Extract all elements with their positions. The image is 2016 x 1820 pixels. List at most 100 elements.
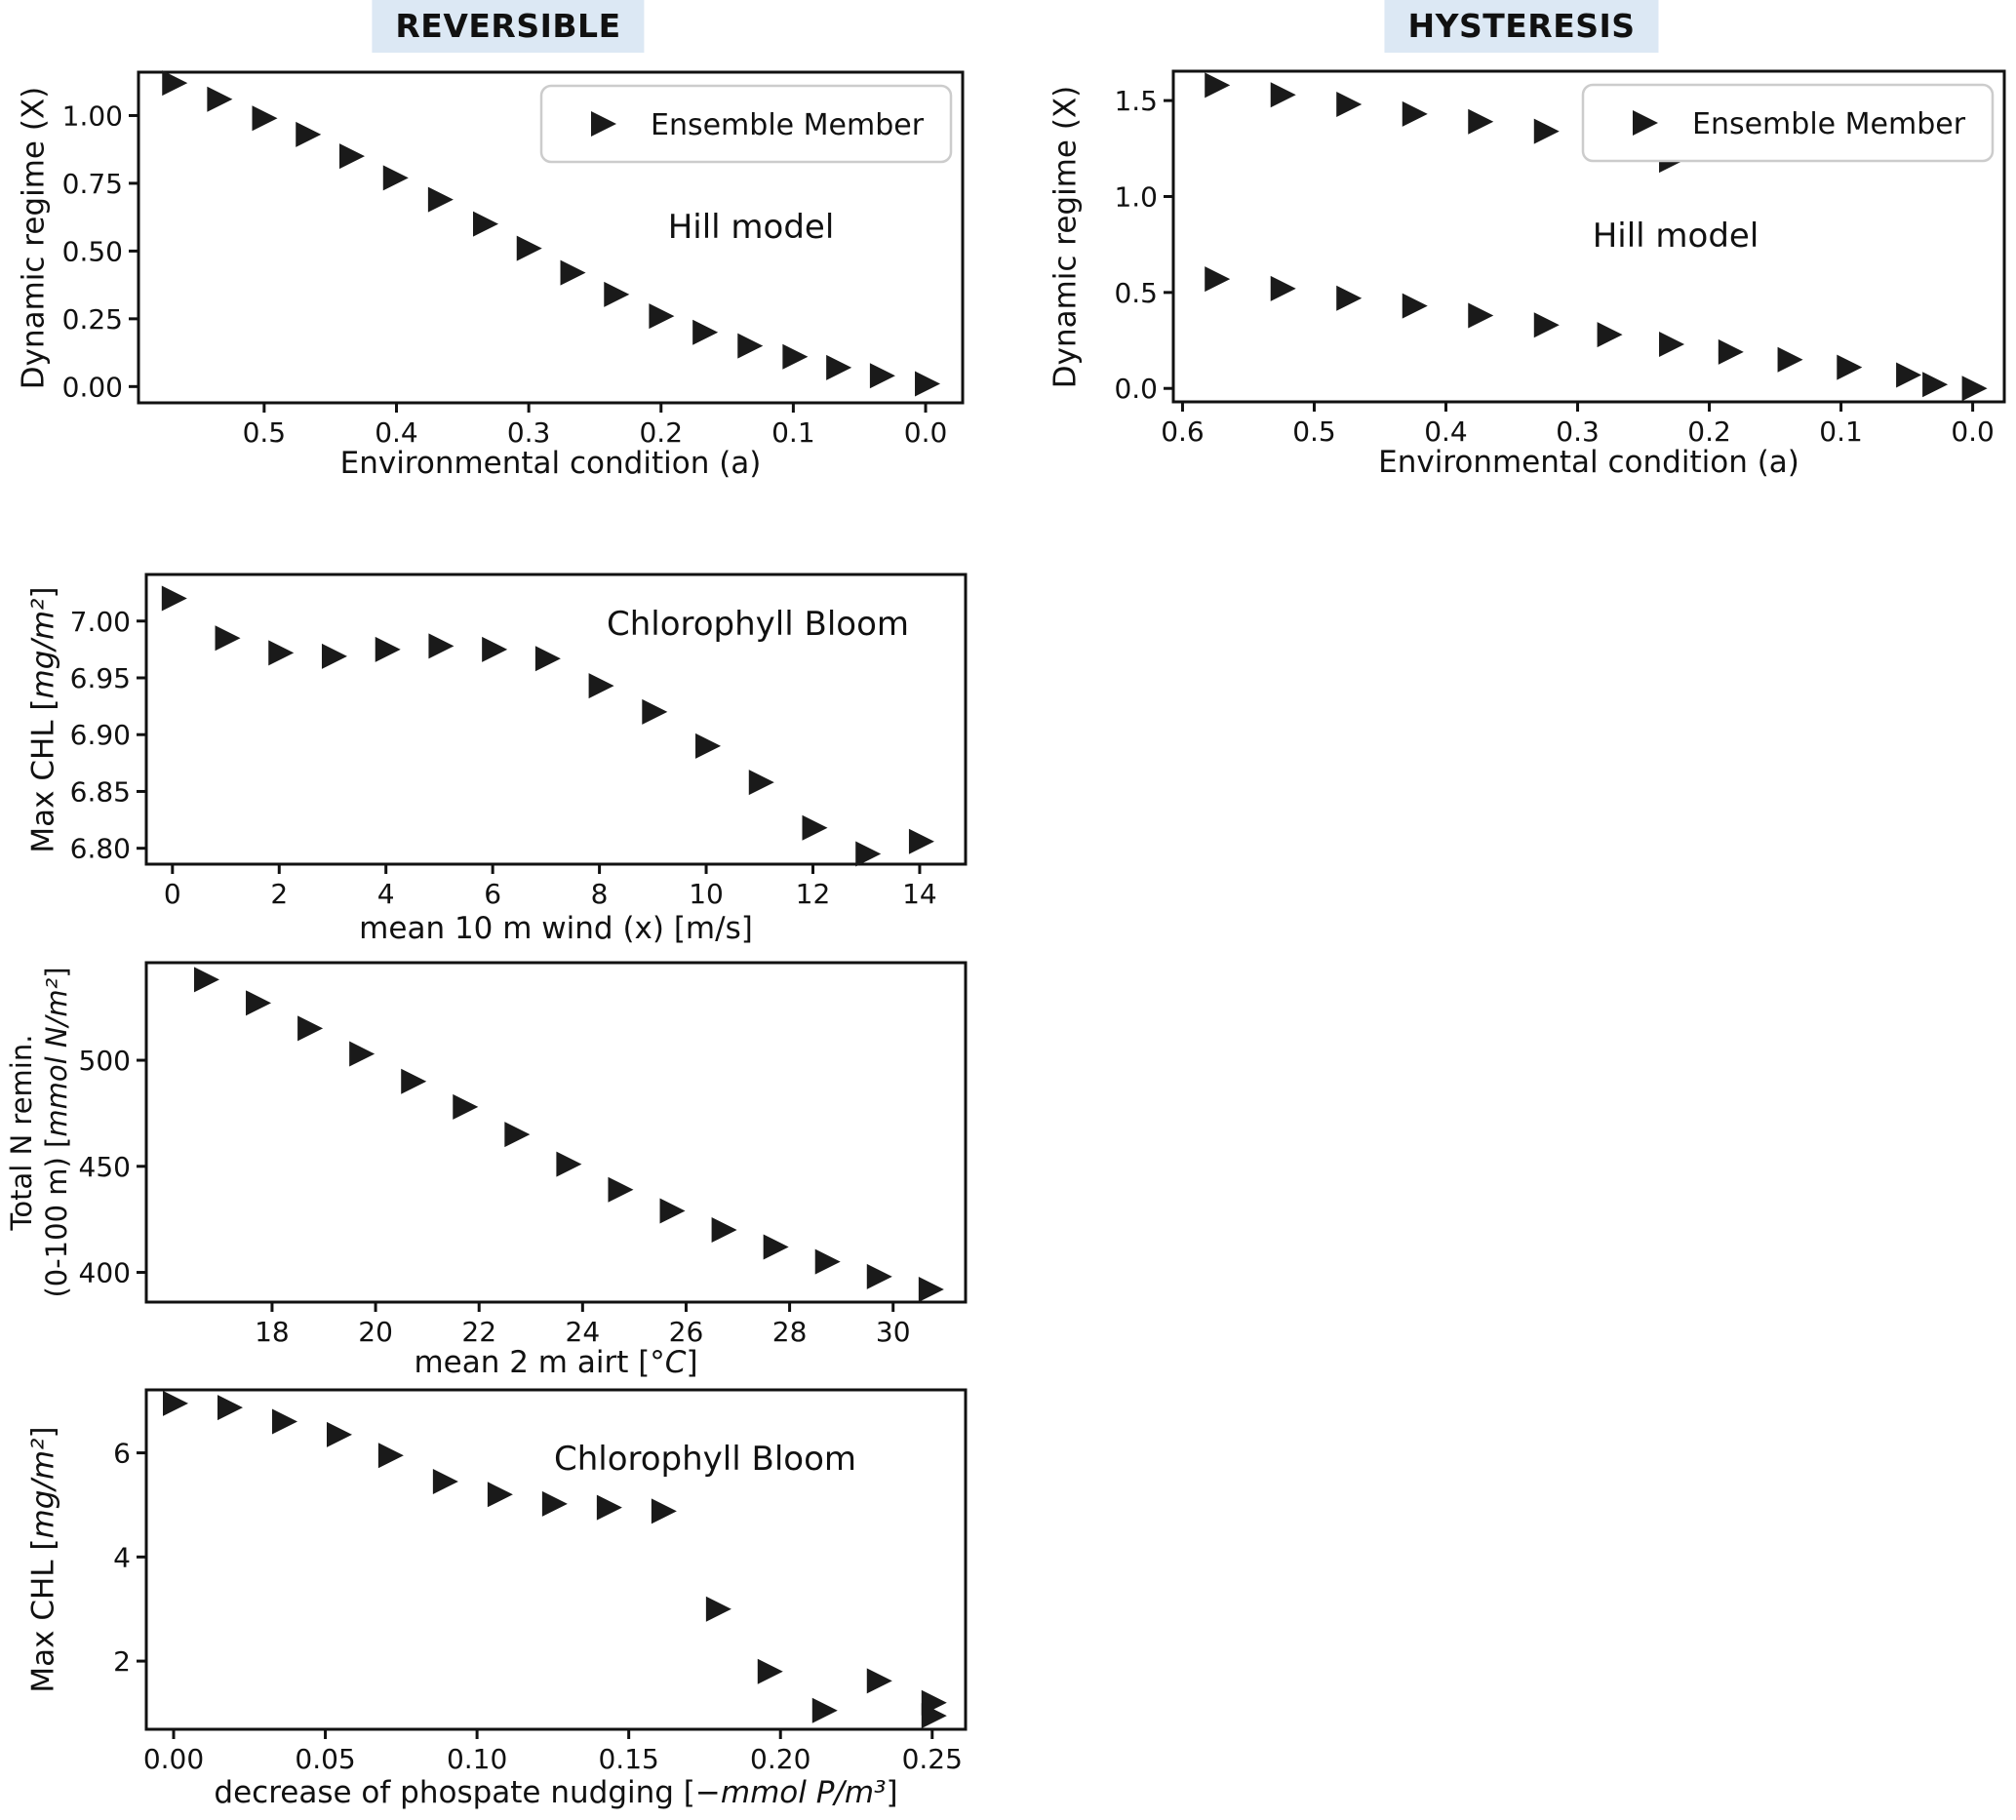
y-tick-label: 0.75 <box>62 168 123 200</box>
ensemble-marker <box>1402 293 1428 319</box>
x-tick-label: 8 <box>591 878 609 910</box>
x-tick-label: 0.3 <box>507 416 551 449</box>
ensemble-marker <box>659 1198 686 1224</box>
axes-hill-hysteresis: 0.6 0.5 0.4 0.3 0.2 0.1 0.0 1.5 1.0 0.5 0.0 Ensembl… <box>1114 69 2006 448</box>
ensemble-marker <box>207 86 233 112</box>
plot-n-remin-airt: 18 20 22 24 26 28 30 500 450 400 Total N remin. (… <box>5 961 968 1380</box>
y-tick-label: 1.00 <box>62 99 123 132</box>
y-tick-label: 1.5 <box>1114 85 1158 117</box>
x-tick-label: 0.05 <box>295 1743 355 1775</box>
ensemble-marker <box>193 967 219 993</box>
x-axis-label: Environmental condition (a) <box>1378 445 1799 480</box>
ensemble-marker <box>1922 372 1949 398</box>
ensemble-marker <box>1837 354 1863 380</box>
x-tick-label: 24 <box>566 1316 601 1348</box>
x-tick-label: 18 <box>255 1316 290 1348</box>
ensemble-marker <box>1468 108 1494 135</box>
x-tick-label: 4 <box>377 878 395 910</box>
legend-box <box>539 84 953 164</box>
ensemble-marker <box>268 640 295 666</box>
ensemble-marker <box>297 1015 324 1042</box>
ensemble-marker <box>401 1068 427 1094</box>
y-tick-label: 0.00 <box>62 371 123 403</box>
ensemble-marker <box>1777 346 1803 373</box>
x-axis-label: mean 2 m airt [°C] <box>414 1345 698 1380</box>
y-axis-label-line: (0-100 m) [mmol N/m²] <box>40 967 73 1298</box>
ensemble-marker <box>642 698 668 725</box>
ensemble-marker <box>161 585 187 612</box>
ensemble-marker <box>349 1041 376 1067</box>
ensemble-marker <box>869 363 895 389</box>
x-tick-label: 0.1 <box>771 416 815 449</box>
ensemble-marker <box>695 732 722 759</box>
y-axis-label-line: Max CHL [mg/m²] <box>25 1426 61 1693</box>
x-tick-label: 0.5 <box>243 416 287 449</box>
y-tick-label: 0.5 <box>1114 277 1158 309</box>
ensemble-marker <box>918 1276 944 1302</box>
x-tick-label: 2 <box>270 878 288 910</box>
plot-hill-reversible: 0.5 0.4 0.3 0.2 0.1 0.0 1.00 0.75 0.50 0.25 0.00 En… <box>17 70 965 481</box>
ensemble-marker <box>321 643 347 669</box>
ensemble-marker <box>692 319 719 345</box>
axes-frame <box>137 70 965 405</box>
x-tick-label: 30 <box>876 1316 911 1348</box>
x-tick-label: 28 <box>772 1316 808 1348</box>
y-tick-label: 6.90 <box>70 719 131 751</box>
ensemble-marker <box>1270 275 1296 301</box>
ensemble-marker <box>651 1498 677 1524</box>
y-tick-label: 400 <box>79 1257 131 1289</box>
ensemble-marker <box>588 673 614 699</box>
legend-label: Ensemble Member <box>1692 107 1966 141</box>
ensemble-marker <box>782 343 809 370</box>
annotation-text: Chlorophyll Bloom <box>554 1440 856 1479</box>
ensemble-marker <box>252 105 278 132</box>
ensemble-marker <box>608 1176 634 1203</box>
ensemble-marker <box>432 1468 458 1494</box>
x-tick-label: 0.00 <box>143 1743 204 1775</box>
x-axis-label: mean 10 m wind (x) [m/s] <box>359 911 753 946</box>
x-tick-label: 0 <box>164 878 181 910</box>
ensemble-marker <box>482 636 508 662</box>
ensemble-marker <box>814 1248 841 1275</box>
axes-hill-reversible: 0.5 0.4 0.3 0.2 0.1 0.0 1.00 0.75 0.50 0.25 0.00 En… <box>62 70 965 449</box>
ensemble-marker <box>802 814 828 841</box>
x-tick-label: 0.5 <box>1292 415 1336 448</box>
x-tick-label: 6 <box>484 878 501 910</box>
y-tick-label: 0.50 <box>62 235 123 267</box>
y-axis-label: Max CHL [mg/m²] <box>25 586 63 852</box>
y-axis-label: Dynamic regime (X) <box>16 86 54 389</box>
legend-marker-icon <box>1633 110 1658 136</box>
y-tick-label: 6 <box>113 1438 131 1470</box>
y-tick-label: 6.85 <box>70 775 131 808</box>
x-axis-label: decrease of phospate nudging [−mmol P/m³… <box>214 1775 898 1810</box>
ensemble-marker <box>811 1697 838 1723</box>
ensemble-marker <box>763 1234 789 1260</box>
ensemble-marker <box>377 1443 404 1469</box>
y-tick-label: 450 <box>79 1151 131 1183</box>
ensemble-marker <box>339 143 366 170</box>
y-axis-label-line: Dynamic regime (X) <box>16 86 52 389</box>
ensemble-marker <box>504 1122 531 1148</box>
ensemble-marker <box>1597 322 1623 348</box>
axes-frame <box>144 573 968 866</box>
ensemble-marker <box>1718 338 1744 365</box>
ensemble-marker <box>1533 312 1560 338</box>
x-tick-label: 0.1 <box>1819 415 1863 448</box>
ensemble-marker <box>246 990 272 1016</box>
x-tick-label: 26 <box>669 1316 704 1348</box>
ensemble-marker <box>382 165 409 191</box>
ensemble-marker <box>1961 376 1988 402</box>
y-axis-label: Max CHL [mg/m²] <box>25 1426 63 1692</box>
ensemble-marker <box>516 235 542 261</box>
ensemble-marker <box>921 1703 947 1729</box>
ensemble-marker <box>487 1482 513 1508</box>
y-tick-label: 2 <box>113 1645 131 1678</box>
ensemble-marker <box>826 354 852 380</box>
ensemble-marker <box>855 841 882 867</box>
ensemble-marker <box>272 1408 297 1435</box>
axes-n-remin-airt: 18 20 22 24 26 28 30 500 450 400 <box>79 961 968 1348</box>
legend-box <box>1581 83 1995 163</box>
ensemble-marker <box>217 1395 243 1421</box>
ensemble-marker <box>1659 331 1685 357</box>
